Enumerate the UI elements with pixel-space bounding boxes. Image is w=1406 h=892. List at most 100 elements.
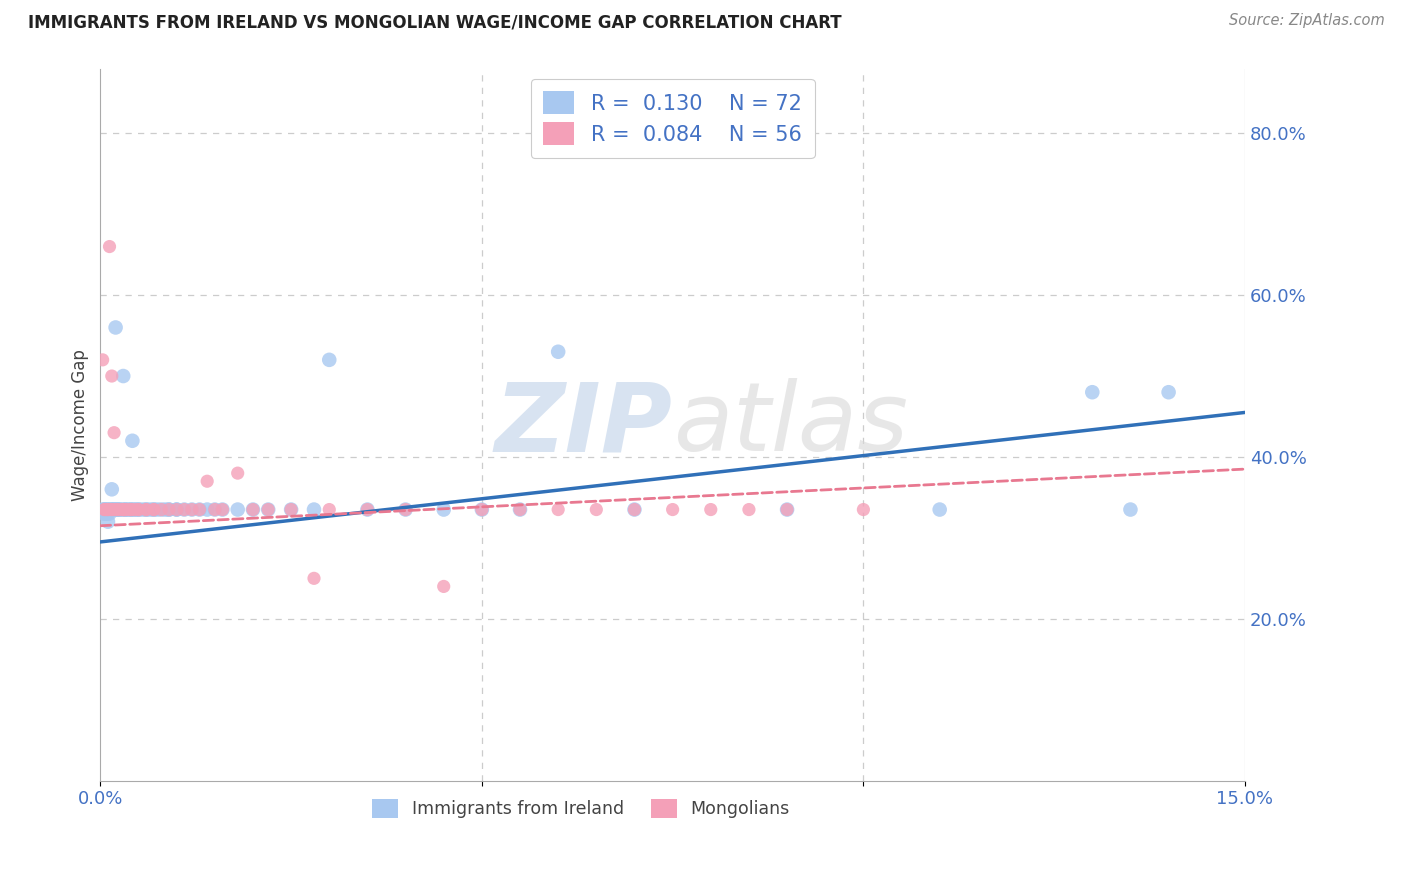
Point — [1081, 385, 1104, 400]
Point — [108, 502, 131, 516]
Point — [623, 502, 645, 516]
Point — [97, 515, 120, 529]
Point — [128, 502, 150, 516]
Point — [318, 502, 340, 516]
Text: ZIP: ZIP — [495, 378, 672, 471]
Point — [128, 502, 150, 516]
Point — [257, 502, 280, 516]
Point — [101, 369, 124, 384]
Point — [135, 502, 157, 516]
Point — [97, 502, 120, 516]
Point — [108, 502, 131, 516]
Text: atlas: atlas — [672, 378, 908, 471]
Point — [318, 352, 340, 367]
Point — [96, 502, 118, 516]
Point — [180, 502, 202, 516]
Point — [96, 502, 118, 516]
Point — [188, 502, 211, 516]
Point — [114, 502, 136, 516]
Point — [93, 502, 115, 516]
Point — [103, 502, 125, 516]
Point — [776, 502, 799, 516]
Y-axis label: Wage/Income Gap: Wage/Income Gap — [72, 349, 89, 500]
Point — [112, 369, 135, 384]
Point — [142, 502, 165, 516]
Point — [117, 502, 139, 516]
Point — [98, 239, 121, 253]
Point — [211, 502, 233, 516]
Point — [142, 502, 165, 516]
Point — [585, 502, 607, 516]
Point — [394, 502, 416, 516]
Point — [1119, 502, 1142, 516]
Point — [280, 502, 302, 516]
Point — [112, 502, 135, 516]
Point — [1157, 385, 1180, 400]
Point — [146, 502, 169, 516]
Point — [195, 502, 218, 516]
Point — [226, 502, 249, 516]
Point — [120, 502, 142, 516]
Point — [166, 502, 188, 516]
Point — [120, 502, 142, 516]
Point — [188, 502, 211, 516]
Point — [204, 502, 226, 516]
Point — [128, 502, 150, 516]
Point — [509, 502, 531, 516]
Point — [94, 502, 117, 516]
Point — [112, 502, 135, 516]
Point — [91, 352, 114, 367]
Point — [776, 502, 799, 516]
Point — [97, 502, 120, 516]
Point — [105, 502, 128, 516]
Point — [509, 502, 531, 516]
Point — [150, 502, 173, 516]
Point — [195, 474, 218, 488]
Point — [93, 502, 115, 516]
Point — [108, 502, 131, 516]
Point — [928, 502, 950, 516]
Point — [100, 502, 122, 516]
Point — [150, 502, 173, 516]
Point — [115, 502, 138, 516]
Point — [142, 502, 165, 516]
Point — [101, 502, 124, 516]
Point — [394, 502, 416, 516]
Point — [623, 502, 645, 516]
Point — [122, 502, 145, 516]
Point — [94, 507, 117, 521]
Point — [155, 502, 177, 516]
Point — [356, 502, 378, 516]
Point — [131, 502, 153, 516]
Point — [100, 502, 122, 516]
Point — [101, 502, 124, 516]
Point — [852, 502, 875, 516]
Point — [124, 502, 146, 516]
Point — [135, 502, 157, 516]
Point — [738, 502, 761, 516]
Point — [166, 502, 188, 516]
Point — [302, 502, 325, 516]
Point — [104, 502, 127, 516]
Point — [157, 502, 180, 516]
Point — [112, 502, 135, 516]
Point — [356, 502, 378, 516]
Point — [242, 502, 264, 516]
Point — [105, 502, 128, 516]
Point — [433, 579, 456, 593]
Point — [257, 502, 280, 516]
Point — [226, 466, 249, 480]
Point — [157, 502, 180, 516]
Point — [173, 502, 195, 516]
Point — [94, 502, 117, 516]
Point — [128, 502, 150, 516]
Point — [242, 502, 264, 516]
Point — [547, 344, 569, 359]
Point — [93, 507, 115, 521]
Point — [121, 434, 143, 448]
Point — [103, 425, 125, 440]
Point — [98, 507, 121, 521]
Point — [96, 507, 118, 521]
Point — [302, 571, 325, 585]
Point — [433, 502, 456, 516]
